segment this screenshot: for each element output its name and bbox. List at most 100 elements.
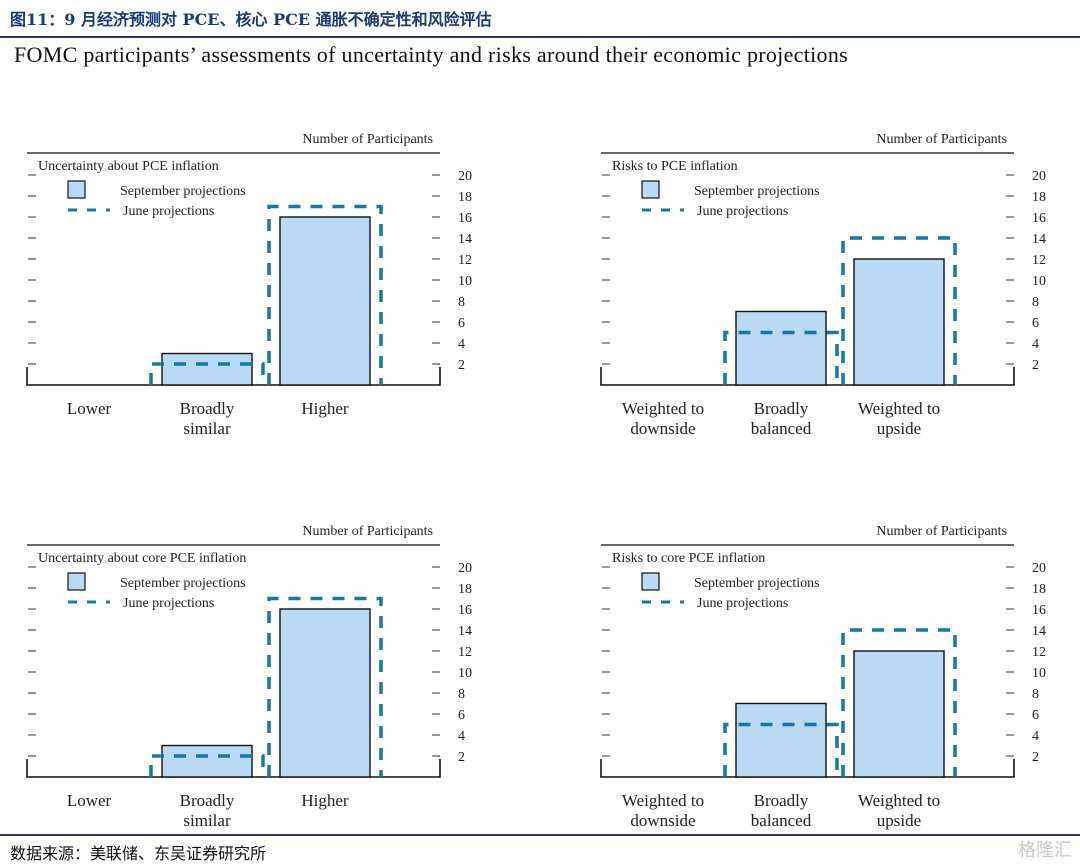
bar-september [735, 702, 827, 778]
bar-june-outline [149, 362, 265, 385]
category-label: downside [630, 419, 695, 438]
y-tick-label: 18 [1032, 190, 1046, 205]
category-label: Higher [301, 399, 349, 418]
chart-panel-1: Number of Participants Uncertainty about … [26, 132, 472, 438]
y-tick-label: 6 [458, 316, 465, 331]
bar-june-outline [841, 628, 957, 777]
y-tick-label: 6 [458, 708, 465, 723]
panel-label: Uncertainty about core PCE inflation [38, 551, 246, 566]
y-tick-label: 16 [1032, 603, 1046, 618]
y-tick-label: 2 [1032, 750, 1039, 765]
y-tick-label: 8 [458, 687, 465, 702]
y-tick-label: 20 [458, 561, 472, 576]
bar-september [279, 608, 371, 778]
y-tick-label: 2 [458, 358, 465, 373]
y-tick-label: 2 [458, 750, 465, 765]
figure-title: 图11：9 月经济预测对 PCE、核心 PCE 通胀不确定性和风险评估 [10, 10, 492, 29]
legend-swatch-september [67, 572, 86, 591]
bar-june-outline [723, 722, 839, 777]
axis-title: Number of Participants [876, 524, 1007, 539]
category-label: downside [630, 811, 695, 830]
bar-june-outline [149, 754, 265, 777]
y-tick-label: 2 [1032, 358, 1039, 373]
category-label: Lower [67, 399, 112, 418]
bottom-rule [0, 834, 1080, 836]
y-tick-label: 4 [458, 337, 465, 352]
panel-label: Risks to core PCE inflation [612, 551, 765, 566]
main-title: FOMC participants’ assessments of uncert… [14, 42, 848, 67]
y-tick-label: 18 [458, 582, 472, 597]
y-tick-label: 20 [1032, 169, 1046, 184]
category-label: Weighted to [622, 399, 704, 418]
axis-title: Number of Participants [302, 132, 433, 147]
category-label: Weighted to [858, 791, 940, 810]
bar-september [161, 352, 253, 386]
y-tick-label: 10 [458, 666, 472, 681]
y-tick-label: 20 [1032, 561, 1046, 576]
category-label: Higher [301, 791, 349, 810]
y-tick-label: 14 [1032, 624, 1046, 639]
y-tick-label: 4 [458, 729, 465, 744]
bar-september [161, 744, 253, 778]
y-tick-label: 8 [1032, 295, 1039, 310]
category-label: Broadly [180, 399, 235, 418]
y-tick-label: 8 [458, 295, 465, 310]
category-label: similar [183, 419, 231, 438]
top-rule [0, 36, 1080, 38]
bar-june-outline [267, 204, 383, 385]
bar-june-outline [723, 330, 839, 385]
y-tick-label: 12 [458, 645, 472, 660]
category-label: balanced [751, 811, 812, 830]
y-tick-label: 18 [458, 190, 472, 205]
category-label: upside [877, 811, 921, 830]
legend-label-june: June projections [697, 204, 788, 219]
category-label: balanced [751, 419, 812, 438]
y-tick-label: 4 [1032, 337, 1039, 352]
watermark-logo: 格隆汇 [1018, 840, 1072, 861]
legend-swatch-september [641, 572, 660, 591]
y-tick-label: 16 [458, 211, 472, 226]
chart-panel-3: Number of Participants Uncertainty about … [26, 524, 472, 830]
y-tick-label: 20 [458, 169, 472, 184]
legend-label-september: September projections [694, 184, 820, 199]
y-tick-label: 18 [1032, 582, 1046, 597]
category-label: Lower [67, 791, 112, 810]
axis-title: Number of Participants [302, 524, 433, 539]
category-label: upside [877, 419, 921, 438]
y-tick-label: 14 [458, 624, 472, 639]
y-tick-label: 16 [1032, 211, 1046, 226]
category-label: Broadly [180, 791, 235, 810]
y-tick-label: 6 [1032, 316, 1039, 331]
legend-label-june: June projections [697, 596, 788, 611]
category-label: Broadly [754, 791, 809, 810]
y-tick-label: 10 [458, 274, 472, 289]
category-label: Broadly [754, 399, 809, 418]
panel-label: Uncertainty about PCE inflation [38, 159, 219, 174]
legend-label-september: September projections [694, 576, 820, 591]
y-tick-label: 16 [458, 603, 472, 618]
y-tick-label: 4 [1032, 729, 1039, 744]
y-tick-label: 12 [1032, 253, 1046, 268]
chart-panel-2: Number of Participants Risks to PCE infla… [600, 132, 1046, 438]
bar-september [853, 650, 945, 778]
bar-september [735, 310, 827, 386]
bar-june-outline [267, 596, 383, 777]
chart-panel-4: Number of Participants Risks to core PCE … [600, 524, 1046, 830]
y-tick-label: 10 [1032, 666, 1046, 681]
y-tick-label: 12 [458, 253, 472, 268]
charts-canvas: Number of Participants Uncertainty about … [26, 132, 1046, 830]
source-note: 数据来源：美联储、东吴证券研究所 [10, 844, 267, 863]
bar-september [853, 258, 945, 386]
legend-label-september: September projections [120, 576, 246, 591]
y-tick-label: 8 [1032, 687, 1039, 702]
bar-september [279, 216, 371, 386]
category-label: Weighted to [858, 399, 940, 418]
legend-label-june: June projections [123, 596, 214, 611]
y-tick-label: 12 [1032, 645, 1046, 660]
legend-swatch-september [67, 180, 86, 199]
y-tick-label: 10 [1032, 274, 1046, 289]
panel-label: Risks to PCE inflation [612, 159, 738, 174]
y-tick-label: 14 [1032, 232, 1046, 247]
axis-title: Number of Participants [876, 132, 1007, 147]
legend-label-september: September projections [120, 184, 246, 199]
